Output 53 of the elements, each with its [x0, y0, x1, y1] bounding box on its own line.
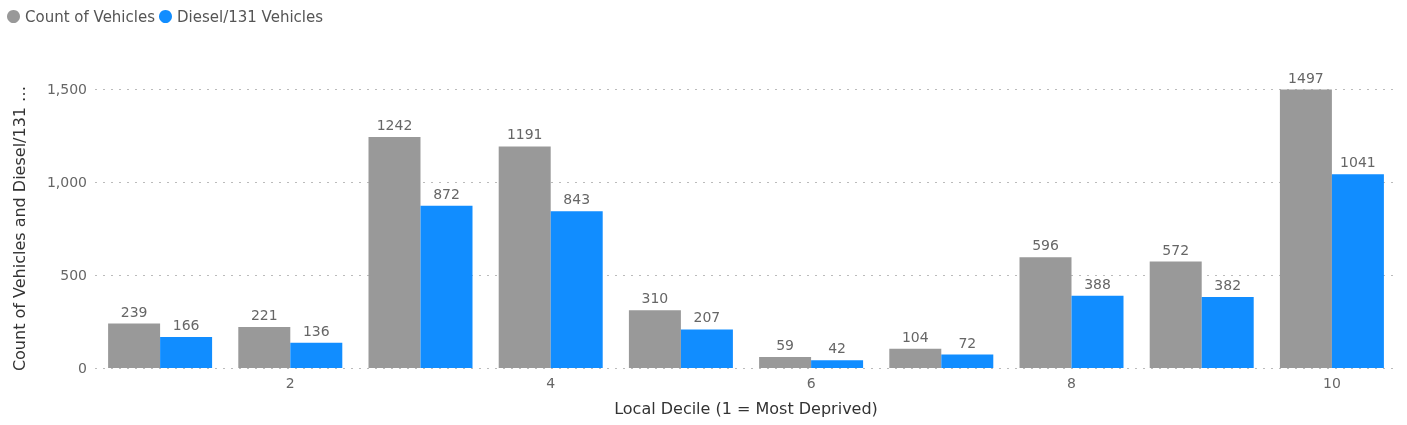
data-label: 872	[433, 185, 460, 202]
x-tick-label: 6	[806, 375, 816, 391]
y-tick-label: 500	[60, 267, 87, 283]
data-label: 221	[250, 306, 278, 323]
y-tick-label: 0	[78, 360, 87, 376]
x-tick-label: 2	[285, 375, 295, 391]
bar	[108, 323, 161, 368]
bar	[1201, 296, 1254, 368]
data-label: 207	[693, 309, 721, 326]
data-label: 1041	[1340, 154, 1376, 171]
bar	[1019, 257, 1072, 368]
data-label: 572	[1162, 241, 1190, 258]
data-label: 382	[1214, 276, 1242, 293]
data-label: 1242	[376, 116, 413, 133]
data-label: 310	[641, 290, 669, 307]
bar	[1279, 89, 1332, 368]
bar	[498, 146, 551, 368]
data-label: 136	[302, 322, 330, 339]
data-label: 596	[1032, 237, 1059, 254]
x-tick-label: 4	[546, 375, 556, 391]
bar	[1071, 295, 1124, 368]
data-label: 388	[1084, 275, 1111, 292]
data-label: 239	[120, 303, 148, 320]
bar	[628, 310, 681, 368]
bar	[368, 136, 421, 368]
data-label: 1497	[1288, 69, 1324, 86]
x-tick-label: 8	[1067, 375, 1076, 391]
data-label: 843	[563, 191, 591, 208]
legend-label: Count of Vehicles	[25, 7, 156, 26]
bar	[759, 357, 812, 368]
bar	[160, 337, 213, 368]
bar	[811, 360, 864, 368]
bar	[680, 329, 733, 368]
data-label: 42	[828, 340, 847, 357]
bar	[889, 348, 942, 368]
bar	[550, 211, 603, 368]
bar	[1149, 261, 1202, 368]
data-label: 72	[958, 334, 977, 351]
legend-label: Diesel/131 Vehicles	[177, 7, 324, 26]
data-label: 59	[776, 337, 795, 354]
y-tick-label: 1,000	[46, 174, 87, 190]
x-tick-label: 10	[1322, 375, 1341, 391]
data-label: 104	[901, 328, 929, 345]
bar	[420, 205, 473, 368]
bar	[1331, 174, 1384, 368]
bar	[941, 354, 994, 368]
x-axis-title: Local Decile (1 = Most Deprived)	[614, 398, 878, 418]
bar	[290, 342, 343, 368]
data-label: 166	[172, 317, 200, 334]
y-axis-title: Count of Vehicles and Diesel/131 …	[9, 85, 29, 372]
y-tick-label: 1,500	[46, 81, 87, 97]
bar	[238, 326, 291, 368]
data-label: 1191	[506, 126, 543, 143]
